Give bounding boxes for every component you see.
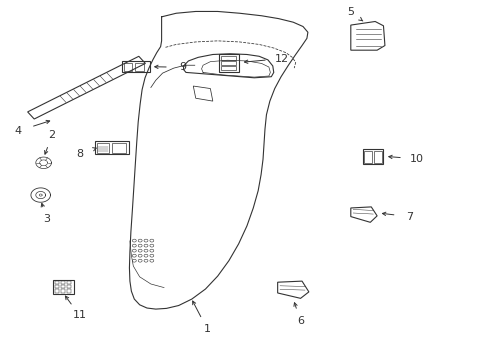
Bar xyxy=(122,61,150,72)
Bar xyxy=(61,289,65,293)
Text: 6: 6 xyxy=(296,316,303,326)
Bar xyxy=(61,281,65,284)
Bar xyxy=(55,281,59,284)
Text: 9: 9 xyxy=(179,62,186,72)
Bar xyxy=(66,281,71,284)
Bar xyxy=(55,285,59,288)
Text: 12: 12 xyxy=(274,54,288,64)
Bar xyxy=(112,143,126,153)
Bar xyxy=(95,141,129,154)
Text: 10: 10 xyxy=(409,154,423,164)
Bar xyxy=(362,149,382,164)
Bar xyxy=(221,61,235,64)
Bar xyxy=(66,285,71,288)
Bar xyxy=(61,285,65,288)
Text: 5: 5 xyxy=(346,7,354,17)
Bar xyxy=(135,63,144,71)
Bar xyxy=(55,289,59,293)
Bar xyxy=(363,150,371,163)
Bar xyxy=(123,63,132,71)
Bar xyxy=(219,54,238,72)
Text: 3: 3 xyxy=(43,214,50,224)
Bar xyxy=(221,66,235,69)
Bar xyxy=(53,280,74,294)
Bar xyxy=(66,289,71,293)
Bar xyxy=(221,56,235,59)
Text: 1: 1 xyxy=(203,324,210,333)
Bar xyxy=(97,143,109,153)
Text: 11: 11 xyxy=(72,310,86,320)
Text: 7: 7 xyxy=(406,212,413,222)
Text: 4: 4 xyxy=(15,126,22,136)
Text: 8: 8 xyxy=(77,149,83,159)
Text: 2: 2 xyxy=(48,130,56,140)
Bar xyxy=(373,150,381,163)
